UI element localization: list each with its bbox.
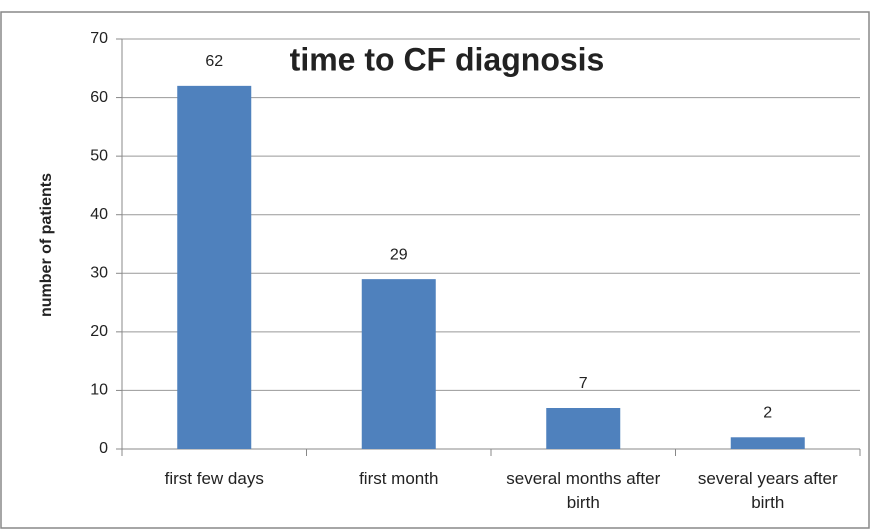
y-tick-label: 50 [90,147,108,164]
y-tick-label: 60 [90,89,108,106]
bar [730,437,805,449]
data-label: 7 [579,375,588,392]
y-tick-label: 40 [90,206,108,223]
data-label: 62 [205,53,223,70]
y-tick-label: 30 [90,265,108,282]
x-tick-label: several months after birth [506,469,661,512]
bar [546,408,621,449]
data-label: 2 [763,405,772,422]
y-tick-label: 0 [99,440,108,457]
y-axis-label: number of patients [38,173,55,317]
x-tick-label: several years after birth [697,469,838,512]
x-tick-label: first few days [164,469,264,488]
y-tick-label: 20 [90,323,108,340]
chart-title: time to CF diagnosis [290,41,605,77]
bar [177,85,252,449]
y-tick-label: 10 [90,382,108,399]
data-label: 29 [390,246,408,263]
x-tick-label: first month [359,469,439,488]
chart-border [0,11,870,529]
y-tick-label: 70 [90,30,108,47]
bar [361,279,436,449]
